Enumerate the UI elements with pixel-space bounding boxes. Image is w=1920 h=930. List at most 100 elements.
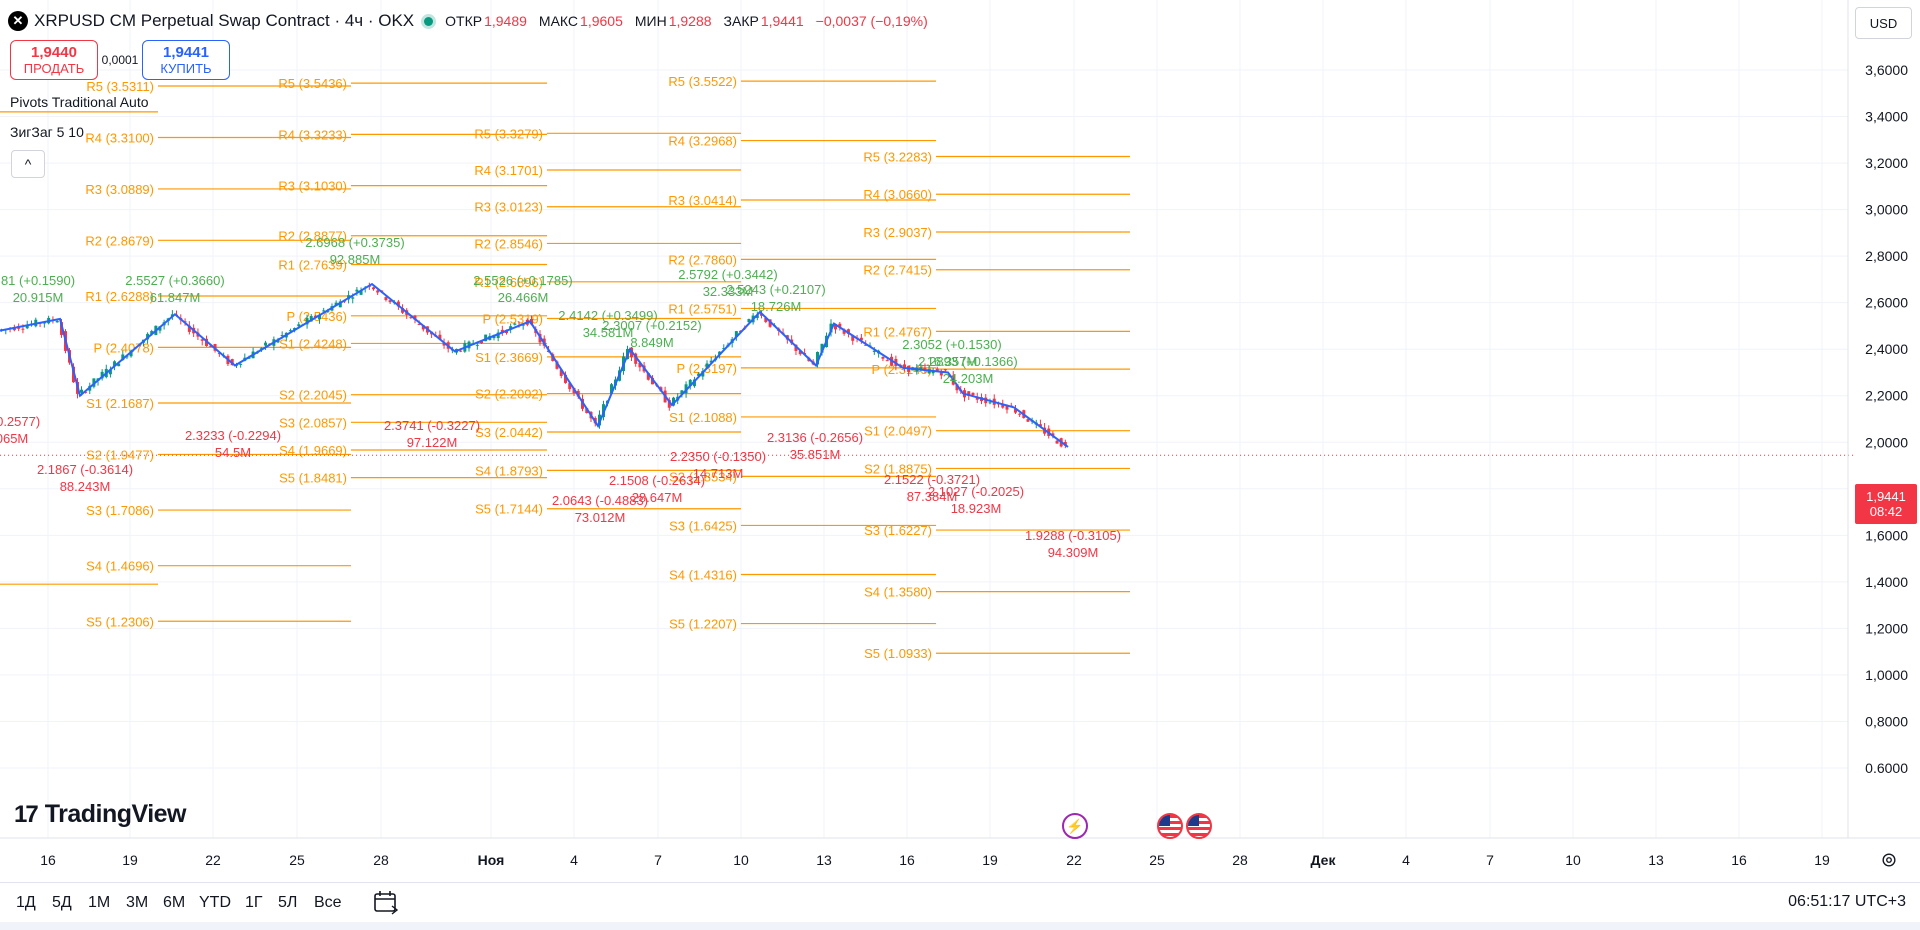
candle-body xyxy=(150,331,154,335)
indicator-pivots-legend[interactable]: Pivots Traditional Auto xyxy=(10,94,149,110)
candle-body xyxy=(971,392,975,396)
candle-body xyxy=(688,379,692,387)
candle-body xyxy=(764,317,768,322)
candle-body xyxy=(931,370,935,374)
pivot-label: R2 (2.8679) xyxy=(85,233,154,248)
period-button-3М[interactable]: 3М xyxy=(126,894,149,911)
candle-body xyxy=(718,351,722,355)
currency-button[interactable]: USD xyxy=(1855,7,1912,39)
candle-body xyxy=(692,379,696,387)
time-axis-label: 16 xyxy=(899,852,915,868)
price-axis-label: 3,2000 xyxy=(1865,155,1908,171)
period-button-5Д[interactable]: 5Д xyxy=(52,894,72,911)
symbol-header: ✕ XRPUSD CM Perpetual Swap Contract · 4ч… xyxy=(8,8,928,34)
collapse-legend-button[interactable]: ^ xyxy=(11,150,45,178)
candle-body xyxy=(559,369,563,376)
candle-body xyxy=(564,374,567,383)
candle-body xyxy=(509,326,513,330)
period-button-1Г[interactable]: 1Г xyxy=(245,894,263,911)
zigzag-price-label: 2.0643 (-0.4883) xyxy=(552,493,648,508)
pivot-period-1: R1 (2.6288)P (2.4078)S1 (2.1687)S2 (1.94… xyxy=(85,79,351,629)
us-flag-event-icon[interactable] xyxy=(1186,813,1212,839)
candle-body xyxy=(351,297,355,299)
candle-body xyxy=(820,343,824,353)
symbol-title[interactable]: XRPUSD CM Perpetual Swap Contract · 4ч ·… xyxy=(34,11,415,30)
candle-body xyxy=(280,335,284,337)
zigzag-price-label: 2.5527 (+0.3660) xyxy=(125,273,224,288)
pivot-period-2: R5 (3.5436) R4 (3.3233) R3 (3.1030) R2 (2.8… xyxy=(278,76,547,486)
buy-button[interactable]: 1,9441 КУПИТЬ xyxy=(142,40,230,80)
market-open-icon xyxy=(424,16,434,26)
zigzag-price-label: 1.9288 (-0.3105) xyxy=(1025,528,1121,543)
time-axis-label: 28 xyxy=(1232,852,1248,868)
time-axis-label: 22 xyxy=(1066,852,1082,868)
candle-body xyxy=(680,390,684,395)
us-flag-event-icon[interactable] xyxy=(1157,813,1183,839)
period-button-1Д[interactable]: 1Д xyxy=(16,894,36,911)
pivot-label: S4 (1.9669) xyxy=(279,443,347,458)
candle-body xyxy=(359,290,363,295)
pivot-label: S4 (1.4696) xyxy=(86,559,154,574)
zigzag-volume-label: 16.357M xyxy=(927,354,978,369)
candle-body xyxy=(409,317,413,319)
pivot-label: S1 (2.0497) xyxy=(864,424,932,439)
candle-body xyxy=(55,320,59,323)
period-button-5Л[interactable]: 5Л xyxy=(278,894,298,911)
candle-body xyxy=(401,307,405,313)
zigzag-volume-label: 88.243M xyxy=(60,479,111,494)
zigzag-volume-label: 54.5M xyxy=(215,445,251,460)
candle-body xyxy=(1026,419,1030,422)
candle-body xyxy=(326,311,330,313)
time-axis-label: 25 xyxy=(1149,852,1165,868)
candle-body xyxy=(846,329,850,334)
pivot-label: S4 (1.8793) xyxy=(475,463,543,478)
pivot-label: R2 (2.8546) xyxy=(474,236,543,251)
zigzag-price-label: ( -0.2577) xyxy=(0,414,40,429)
candle-body xyxy=(513,323,517,325)
candle-body xyxy=(885,360,889,362)
pivot-period-4: R5 (3.5522) R4 (3.2968) R3 (3.0414) R2 (2.7… xyxy=(668,74,936,632)
clock-display[interactable]: 06:51:17 UTC+3 xyxy=(1788,893,1906,910)
bottom-toolbar: 1Д 5Д 1М 3М 6М YTD 1Г 5Л Все 06:51:17 UTC+3 xyxy=(0,882,1920,923)
zigzag-volume-label: 32.333M xyxy=(703,284,754,299)
candle-body xyxy=(816,351,819,365)
candle-body xyxy=(500,329,504,333)
zigzag-labels: 81 (+0.1590) 20.915M 2.5527 (+0.3660) 61.84… xyxy=(0,235,1121,560)
pivot-label: S2 (2.2045) xyxy=(279,388,347,403)
pivot-label: S1 (2.3669) xyxy=(475,350,543,365)
event-flash-icon[interactable]: ⚡ xyxy=(1062,813,1088,839)
calendar-icon[interactable] xyxy=(372,889,400,915)
zigzag-line xyxy=(0,282,1069,448)
candle-body xyxy=(80,389,83,393)
candle-body xyxy=(939,372,943,376)
candle-body xyxy=(438,334,442,340)
tradingview-logo[interactable]: 17 TradingView xyxy=(14,800,187,829)
period-button-1М[interactable]: 1М xyxy=(88,894,111,911)
pivot-label: R1 (2.7639) xyxy=(278,258,347,273)
candle-body xyxy=(117,363,121,367)
period-button-Все[interactable]: Все xyxy=(314,894,342,911)
zigzag-price-label: 81 (+0.1590) xyxy=(1,273,75,288)
period-button-6М[interactable]: 6М xyxy=(163,894,186,911)
candle-body xyxy=(646,372,650,380)
period-button-YTD[interactable]: YTD xyxy=(199,894,231,911)
pivot-label: S5 (1.7144) xyxy=(475,502,543,517)
zigzag-volume-label: 94.309M xyxy=(1048,545,1099,560)
candle-body xyxy=(113,361,117,367)
candle-body xyxy=(610,384,613,394)
time-axis-label: 10 xyxy=(1565,852,1581,868)
sell-button[interactable]: 1,9440 ПРОДАТЬ xyxy=(10,40,98,80)
time-axis-label: 7 xyxy=(1486,852,1494,868)
pivot-label: S3 (2.0857) xyxy=(279,415,347,430)
indicator-zigzag-legend[interactable]: ЗигЗаг 5 10 xyxy=(10,124,84,140)
candle-body xyxy=(442,342,446,346)
gear-icon[interactable] xyxy=(1880,851,1898,869)
zigzag-volume-label: 24.203M xyxy=(943,371,994,386)
pivot-label: S2 (1.8875) xyxy=(864,461,932,476)
pivot-label: S4 (1.4316) xyxy=(669,568,737,583)
zigzag-volume-label: 28.647M xyxy=(632,490,683,505)
tradingview-mark-icon: 17 xyxy=(14,800,39,828)
price-axis-label: 2,8000 xyxy=(1865,248,1908,264)
